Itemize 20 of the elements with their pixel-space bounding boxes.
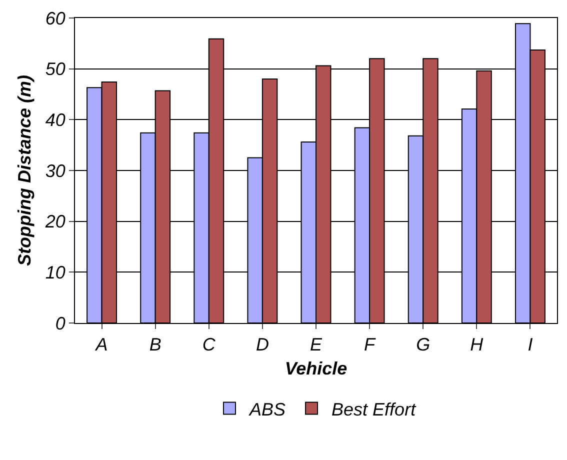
x-tick-label: G xyxy=(416,334,430,355)
x-tick-label: D xyxy=(256,334,269,355)
legend-label: Best Effort xyxy=(332,399,417,420)
y-tick-label: 0 xyxy=(55,313,66,334)
y-axis-title: Stopping Distance (m) xyxy=(14,74,35,266)
x-tick-label: I xyxy=(528,334,533,355)
legend-label: ABS xyxy=(248,399,286,420)
x-tick-label: C xyxy=(202,334,216,355)
x-tick-label: H xyxy=(470,334,484,355)
x-axis-title: Vehicle xyxy=(284,358,348,379)
y-tick-label: 20 xyxy=(44,212,66,232)
y-tick-label: 40 xyxy=(45,110,66,130)
x-tick-label: A xyxy=(94,334,108,355)
y-tick-label: 30 xyxy=(45,160,66,181)
x-tick-label: B xyxy=(149,334,162,355)
y-tick-label: 50 xyxy=(45,59,66,80)
y-tick-label: 60 xyxy=(45,8,66,28)
y-tick-label: 10 xyxy=(45,262,66,282)
x-tick-label: E xyxy=(310,334,323,355)
x-tick-label: F xyxy=(364,334,376,355)
